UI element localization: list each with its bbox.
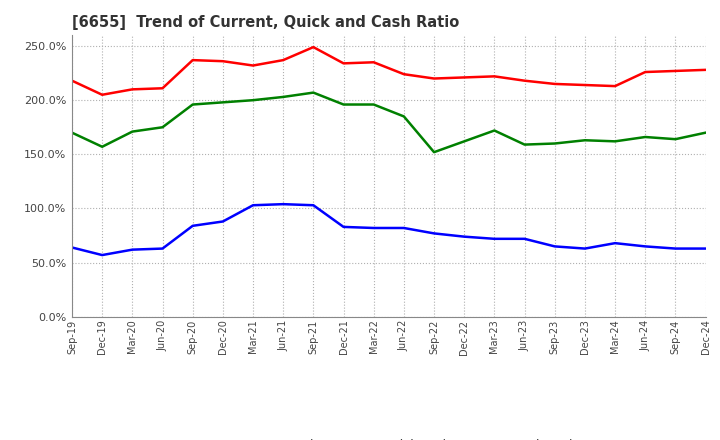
Current Ratio [641, 70, 649, 75]
Current Ratio [158, 86, 167, 91]
Quick Ratio [128, 129, 137, 134]
Current Ratio [671, 68, 680, 73]
Quick Ratio [550, 141, 559, 146]
Cash Ratio [430, 231, 438, 236]
Quick Ratio [219, 100, 228, 105]
Current Ratio [611, 84, 619, 89]
Quick Ratio [248, 98, 257, 103]
Cash Ratio [309, 202, 318, 208]
Cash Ratio [189, 223, 197, 228]
Quick Ratio [641, 134, 649, 139]
Cash Ratio [128, 247, 137, 252]
Current Ratio [550, 81, 559, 87]
Cash Ratio [460, 234, 469, 239]
Current Ratio [98, 92, 107, 97]
Current Ratio [68, 78, 76, 83]
Quick Ratio [309, 90, 318, 95]
Current Ratio [460, 75, 469, 80]
Current Ratio [521, 78, 529, 83]
Current Ratio [701, 67, 710, 73]
Cash Ratio [68, 245, 76, 250]
Quick Ratio [98, 144, 107, 150]
Cash Ratio [248, 202, 257, 208]
Current Ratio [430, 76, 438, 81]
Line: Current Ratio: Current Ratio [72, 47, 706, 95]
Cash Ratio [671, 246, 680, 251]
Quick Ratio [189, 102, 197, 107]
Cash Ratio [521, 236, 529, 242]
Quick Ratio [460, 139, 469, 144]
Legend: Current Ratio, Quick Ratio, Cash Ratio: Current Ratio, Quick Ratio, Cash Ratio [192, 434, 585, 440]
Quick Ratio [611, 139, 619, 144]
Current Ratio [248, 63, 257, 68]
Text: [6655]  Trend of Current, Quick and Cash Ratio: [6655] Trend of Current, Quick and Cash … [72, 15, 459, 30]
Current Ratio [339, 61, 348, 66]
Current Ratio [279, 58, 287, 63]
Quick Ratio [68, 130, 76, 136]
Quick Ratio [158, 125, 167, 130]
Cash Ratio [339, 224, 348, 230]
Cash Ratio [641, 244, 649, 249]
Cash Ratio [701, 246, 710, 251]
Quick Ratio [430, 150, 438, 155]
Cash Ratio [490, 236, 499, 242]
Current Ratio [128, 87, 137, 92]
Cash Ratio [219, 219, 228, 224]
Line: Quick Ratio: Quick Ratio [72, 92, 706, 152]
Cash Ratio [158, 246, 167, 251]
Quick Ratio [339, 102, 348, 107]
Cash Ratio [580, 246, 589, 251]
Cash Ratio [369, 225, 378, 231]
Quick Ratio [279, 94, 287, 99]
Quick Ratio [400, 114, 408, 119]
Quick Ratio [580, 138, 589, 143]
Quick Ratio [369, 102, 378, 107]
Cash Ratio [279, 202, 287, 207]
Current Ratio [369, 60, 378, 65]
Cash Ratio [98, 253, 107, 258]
Quick Ratio [490, 128, 499, 133]
Current Ratio [580, 82, 589, 88]
Current Ratio [490, 74, 499, 79]
Current Ratio [400, 72, 408, 77]
Quick Ratio [521, 142, 529, 147]
Current Ratio [309, 44, 318, 50]
Current Ratio [219, 59, 228, 64]
Cash Ratio [550, 244, 559, 249]
Line: Cash Ratio: Cash Ratio [72, 204, 706, 255]
Quick Ratio [701, 130, 710, 136]
Cash Ratio [611, 241, 619, 246]
Current Ratio [189, 58, 197, 63]
Cash Ratio [400, 225, 408, 231]
Quick Ratio [671, 136, 680, 142]
